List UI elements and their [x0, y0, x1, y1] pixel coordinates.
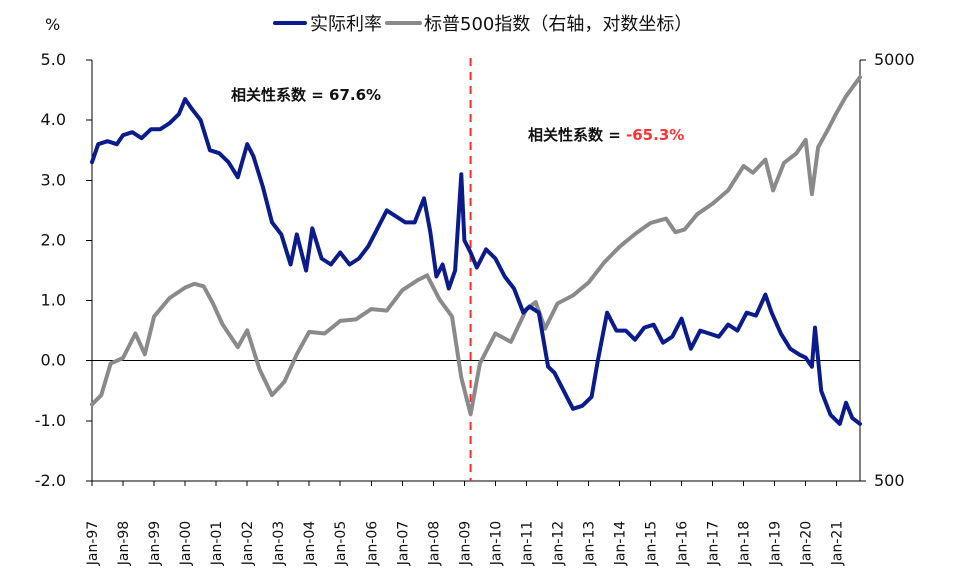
x-axis-tick-label: Jan-01 [209, 521, 225, 566]
left-axis-tick-label: 0.0 [41, 351, 66, 370]
x-axis-tick-label: Jan-20 [799, 521, 815, 566]
right-axis-ticks: 5000 500 [860, 50, 915, 490]
left-axis-ticks: 5.0 4.0 3.0 2.0 1.0 0.0 -1.0 -2.0 [35, 50, 92, 490]
x-axis-ticks: Jan-97 Jan-98 Jan-99 Jan-00 Jan-01 Jan-02 Jan-… [85, 481, 846, 566]
x-axis-tick-label: Jan-05 [333, 521, 349, 566]
x-axis-tick-label: Jan-00 [178, 521, 194, 566]
left-axis-tick-label: 1.0 [41, 291, 66, 310]
x-axis-tick-label: Jan-98 [116, 521, 132, 566]
left-axis-tick-label: -1.0 [35, 411, 66, 430]
left-axis-tick-label: 5.0 [41, 50, 66, 69]
x-axis-tick-label: Jan-02 [240, 521, 256, 566]
annotation-right-prefix: 相关性系数 = [528, 126, 626, 144]
sp500-series-line [90, 75, 862, 417]
annotation-right-text: 相关性系数 = -65.3% [528, 126, 684, 144]
x-axis-tick-label: Jan-18 [737, 521, 753, 566]
left-axis-tick-label: 3.0 [41, 170, 66, 189]
x-axis-tick-label: Jan-12 [550, 521, 566, 566]
x-axis-tick-label: Jan-97 [85, 521, 101, 566]
x-axis-tick-label: Jan-03 [271, 521, 287, 566]
legend-label-sp500: 标普500指数（右轴，对数坐标） [424, 14, 692, 35]
axes-group [91, 60, 861, 482]
x-axis-tick-label: Jan-16 [675, 521, 691, 567]
x-axis-tick-label: Jan-04 [302, 521, 318, 567]
real-rate-series-line [90, 97, 862, 426]
x-axis-tick-label: Jan-19 [768, 521, 784, 566]
x-axis-tick-label: Jan-06 [364, 521, 380, 567]
x-axis-tick-label: Jan-99 [147, 521, 163, 566]
x-axis-tick-label: Jan-08 [426, 521, 442, 566]
x-axis-tick-label: Jan-07 [395, 521, 411, 566]
x-axis-tick-label: Jan-21 [830, 521, 846, 566]
x-axis-tick-label: Jan-09 [457, 521, 473, 566]
x-axis-tick-label: Jan-17 [706, 521, 722, 566]
right-axis-tick-label: 500 [874, 471, 905, 490]
x-axis-tick-label: Jan-10 [488, 521, 504, 566]
annotation-left-text: 相关性系数 = 67.6% [231, 86, 381, 104]
x-axis-tick-label: Jan-14 [613, 521, 629, 567]
x-axis-tick-label: Jan-15 [644, 521, 660, 566]
left-axis-unit-label: % [45, 15, 60, 34]
left-axis-tick-label: 4.0 [41, 110, 66, 129]
annotation-left-value: 67.6% [329, 86, 381, 104]
x-axis-tick-label: Jan-13 [581, 521, 597, 566]
right-axis-tick-label: 5000 [874, 50, 915, 69]
legend: 实际利率 标普500指数（右轴，对数坐标） [273, 14, 692, 35]
annotation-right-value: -65.3% [626, 126, 684, 144]
annotation-left-prefix: 相关性系数 = [231, 86, 329, 104]
legend-label-real-rate: 实际利率 [310, 14, 382, 35]
left-axis-tick-label: -2.0 [35, 471, 66, 490]
annotation-correlation-right: 相关性系数 = -65.3% [528, 126, 684, 144]
left-axis-tick-label: 2.0 [41, 230, 66, 249]
annotation-correlation-left: 相关性系数 = 67.6% [231, 86, 381, 104]
x-axis-tick-label: Jan-11 [519, 521, 535, 566]
